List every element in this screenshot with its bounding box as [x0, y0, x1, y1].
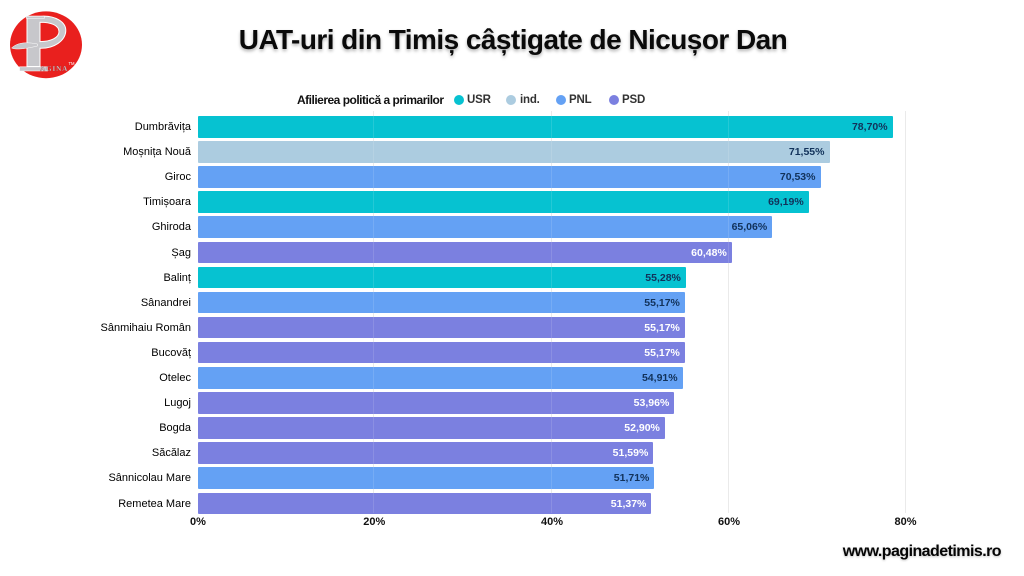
svg-text:AGINA: AGINA — [40, 65, 68, 73]
svg-text:TM: TM — [69, 61, 76, 66]
